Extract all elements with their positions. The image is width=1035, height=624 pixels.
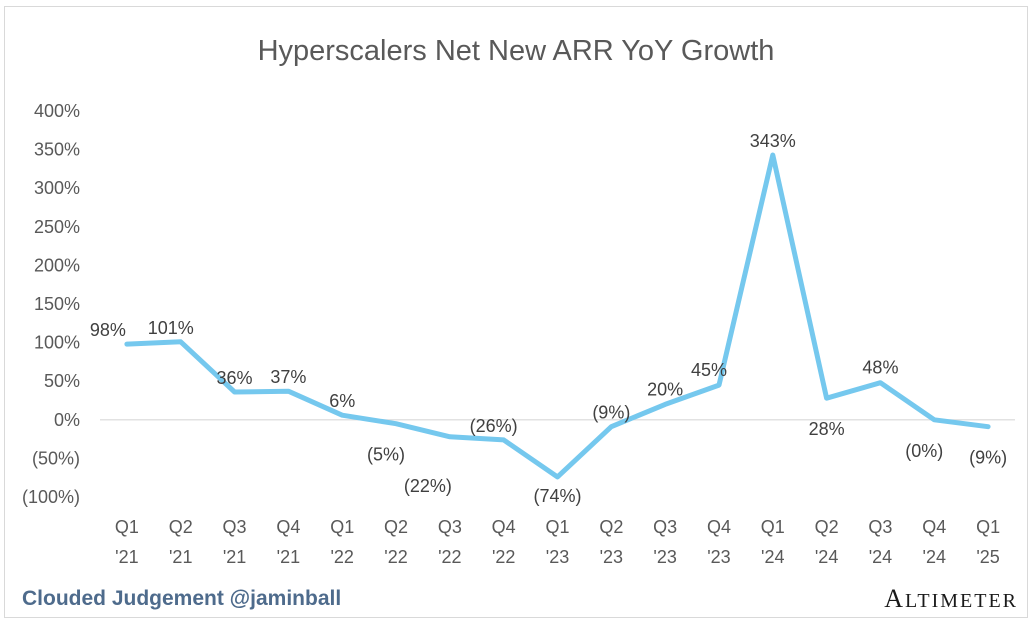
x-tick-year: '24 xyxy=(923,547,946,567)
data-label: (74%) xyxy=(533,486,581,506)
x-tick-label: Q4 '24 xyxy=(922,517,946,567)
x-tick-quarter: Q3 xyxy=(438,517,462,537)
y-tick-label: (50%) xyxy=(32,448,80,468)
x-tick-year: '23 xyxy=(707,547,730,567)
x-tick-quarter: Q1 xyxy=(330,517,354,537)
data-label: 37% xyxy=(270,367,306,387)
y-tick-label: 0% xyxy=(54,410,80,430)
x-tick-label: Q1 '25 xyxy=(976,517,1000,567)
x-tick-year: '22 xyxy=(492,547,515,567)
x-tick-year: '23 xyxy=(653,547,676,567)
data-label: (5%) xyxy=(367,445,405,465)
y-tick-label: 200% xyxy=(34,255,80,275)
x-tick-quarter: Q3 xyxy=(868,517,892,537)
x-tick-label: Q4 '22 xyxy=(492,517,516,567)
y-tick-label: 400% xyxy=(34,101,80,121)
data-label: (9%) xyxy=(969,448,1007,468)
x-tick-label: Q1 '22 xyxy=(330,517,354,567)
x-tick-quarter: Q1 xyxy=(115,517,139,537)
data-label: 20% xyxy=(647,379,683,399)
data-label: (26%) xyxy=(470,416,518,436)
x-tick-quarter: Q4 xyxy=(922,517,946,537)
y-axis-ticks: (100%) (50%) 0% 50% 100% 150% 200% 250% 300% 350%… xyxy=(22,101,80,507)
x-tick-year: '24 xyxy=(869,547,892,567)
x-tick-year: '22 xyxy=(330,547,353,567)
x-tick-quarter: Q2 xyxy=(169,517,193,537)
x-tick-label: Q2 '22 xyxy=(384,517,408,567)
x-tick-quarter: Q3 xyxy=(653,517,677,537)
altimeter-logo: ALTIMETER xyxy=(884,584,1018,613)
x-tick-year: '25 xyxy=(976,547,999,567)
x-tick-quarter: Q2 xyxy=(599,517,623,537)
x-tick-year: '23 xyxy=(600,547,623,567)
y-tick-label: 50% xyxy=(44,371,80,391)
chart-frame xyxy=(4,6,1028,618)
y-tick-label: (100%) xyxy=(22,487,80,507)
x-tick-label: Q1 '24 xyxy=(761,517,785,567)
data-label: 36% xyxy=(217,368,253,388)
data-label: 48% xyxy=(862,358,898,378)
data-label: 45% xyxy=(691,360,727,380)
x-tick-label: Q2 '21 xyxy=(169,517,193,567)
x-tick-year: '21 xyxy=(115,547,138,567)
x-tick-label: Q3 '22 xyxy=(438,517,462,567)
chart-title: Hyperscalers Net New ARR YoY Growth xyxy=(258,35,775,67)
x-tick-label: Q1 '21 xyxy=(115,517,139,567)
data-label: 28% xyxy=(809,419,845,439)
x-tick-label: Q1 '23 xyxy=(545,517,569,567)
x-tick-year: '21 xyxy=(277,547,300,567)
x-tick-year: '22 xyxy=(384,547,407,567)
x-tick-year: '24 xyxy=(761,547,784,567)
data-label: (22%) xyxy=(404,476,452,496)
x-tick-quarter: Q2 xyxy=(384,517,408,537)
data-label: (9%) xyxy=(592,403,630,423)
x-tick-quarter: Q3 xyxy=(223,517,247,537)
y-tick-label: 300% xyxy=(34,178,80,198)
data-label: 6% xyxy=(329,391,355,411)
x-tick-quarter: Q1 xyxy=(761,517,785,537)
y-tick-label: 100% xyxy=(34,333,80,353)
series-line xyxy=(124,152,991,480)
x-axis-ticks: Q1 '21 Q2 '21 Q3 '21 Q4 '21 Q1 '22 Q2 '22 Q3 '22 Q4 '22… xyxy=(115,517,1000,567)
x-tick-quarter: Q1 xyxy=(545,517,569,537)
x-tick-label: Q4 '21 xyxy=(276,517,300,567)
x-tick-label: Q3 '24 xyxy=(868,517,892,567)
x-tick-quarter: Q4 xyxy=(492,517,516,537)
data-label: 343% xyxy=(750,131,796,151)
x-tick-year: '24 xyxy=(815,547,838,567)
x-tick-quarter: Q4 xyxy=(276,517,300,537)
x-tick-label: Q2 '24 xyxy=(815,517,839,567)
x-tick-label: Q3 '21 xyxy=(223,517,247,567)
x-tick-year: '21 xyxy=(223,547,246,567)
x-tick-quarter: Q1 xyxy=(976,517,1000,537)
data-labels: 98% 101% 36% 37% 6% (5%) (22%) (26%) (74%) (9%) 20… xyxy=(90,131,1007,506)
x-tick-label: Q4 '23 xyxy=(707,517,731,567)
x-tick-label: Q2 '23 xyxy=(599,517,623,567)
x-tick-year: '22 xyxy=(438,547,461,567)
data-label: 101% xyxy=(148,318,194,338)
y-tick-label: 250% xyxy=(34,217,80,237)
data-label: (0%) xyxy=(905,441,943,461)
y-tick-label: 150% xyxy=(34,294,80,314)
x-tick-quarter: Q2 xyxy=(815,517,839,537)
x-tick-year: '21 xyxy=(169,547,192,567)
y-tick-label: 350% xyxy=(34,140,80,160)
credit-text: Clouded Judgement @jaminball xyxy=(22,587,341,610)
data-label: 98% xyxy=(90,320,126,340)
x-tick-quarter: Q4 xyxy=(707,517,731,537)
x-tick-label: Q3 '23 xyxy=(653,517,677,567)
x-tick-year: '23 xyxy=(546,547,569,567)
